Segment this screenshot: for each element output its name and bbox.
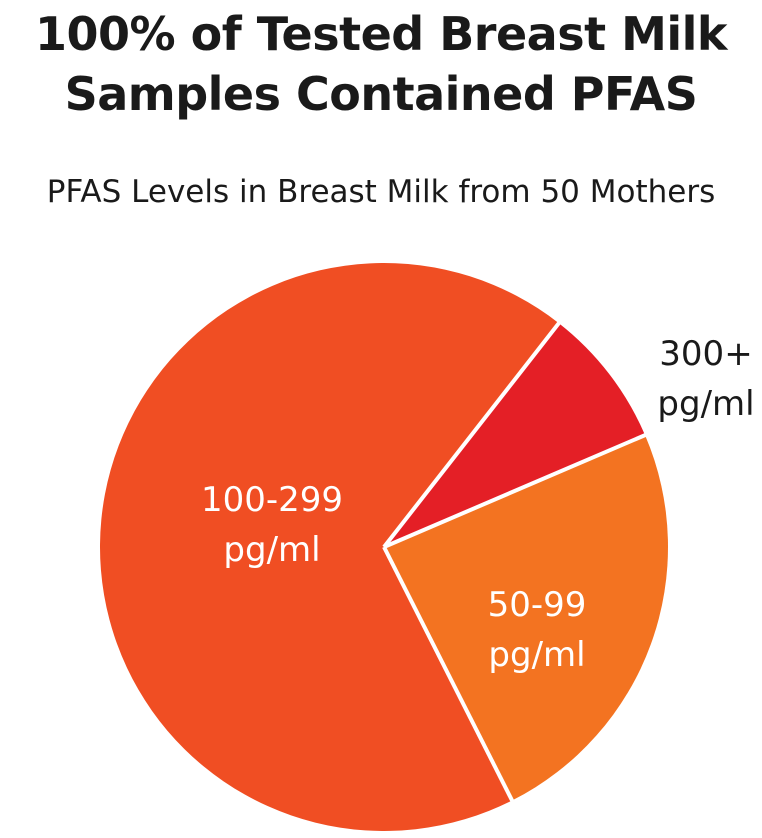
pie-separator-0 [382, 321, 562, 549]
chart-title: 100% of Tested Breast Milk Samples Conta… [0, 4, 762, 124]
pie-slice-s50 [384, 435, 668, 801]
pie-separator-2 [382, 546, 515, 803]
pie-label-s50: 50-99 pg/ml [488, 585, 587, 675]
chart-title-line-1: 100% of Tested Breast Milk [34, 7, 728, 61]
chart-subtitle: PFAS Levels in Breast Milk from 50 Mothe… [46, 174, 716, 210]
pie-label-s50-line-1: 50-99 [488, 585, 587, 625]
pie-label-s100: 100-299 pg/ml [201, 480, 343, 570]
pie-slice-s300 [384, 323, 646, 547]
pie-label-s300-line-2: pg/ml [657, 384, 754, 424]
pie-slice-s100 [99, 262, 559, 831]
pie-label-s300: 300+ pg/ml [657, 334, 754, 424]
pie-label-s100-line-2: pg/ml [223, 530, 320, 570]
chart-title-line-2: Samples Contained PFAS [64, 67, 698, 121]
pie-label-s300-line-1: 300+ [659, 334, 752, 374]
pie-label-s100-line-1: 100-299 [201, 480, 343, 520]
pie-label-s50-line-2: pg/ml [488, 635, 585, 675]
pie-separator-1 [383, 432, 647, 549]
